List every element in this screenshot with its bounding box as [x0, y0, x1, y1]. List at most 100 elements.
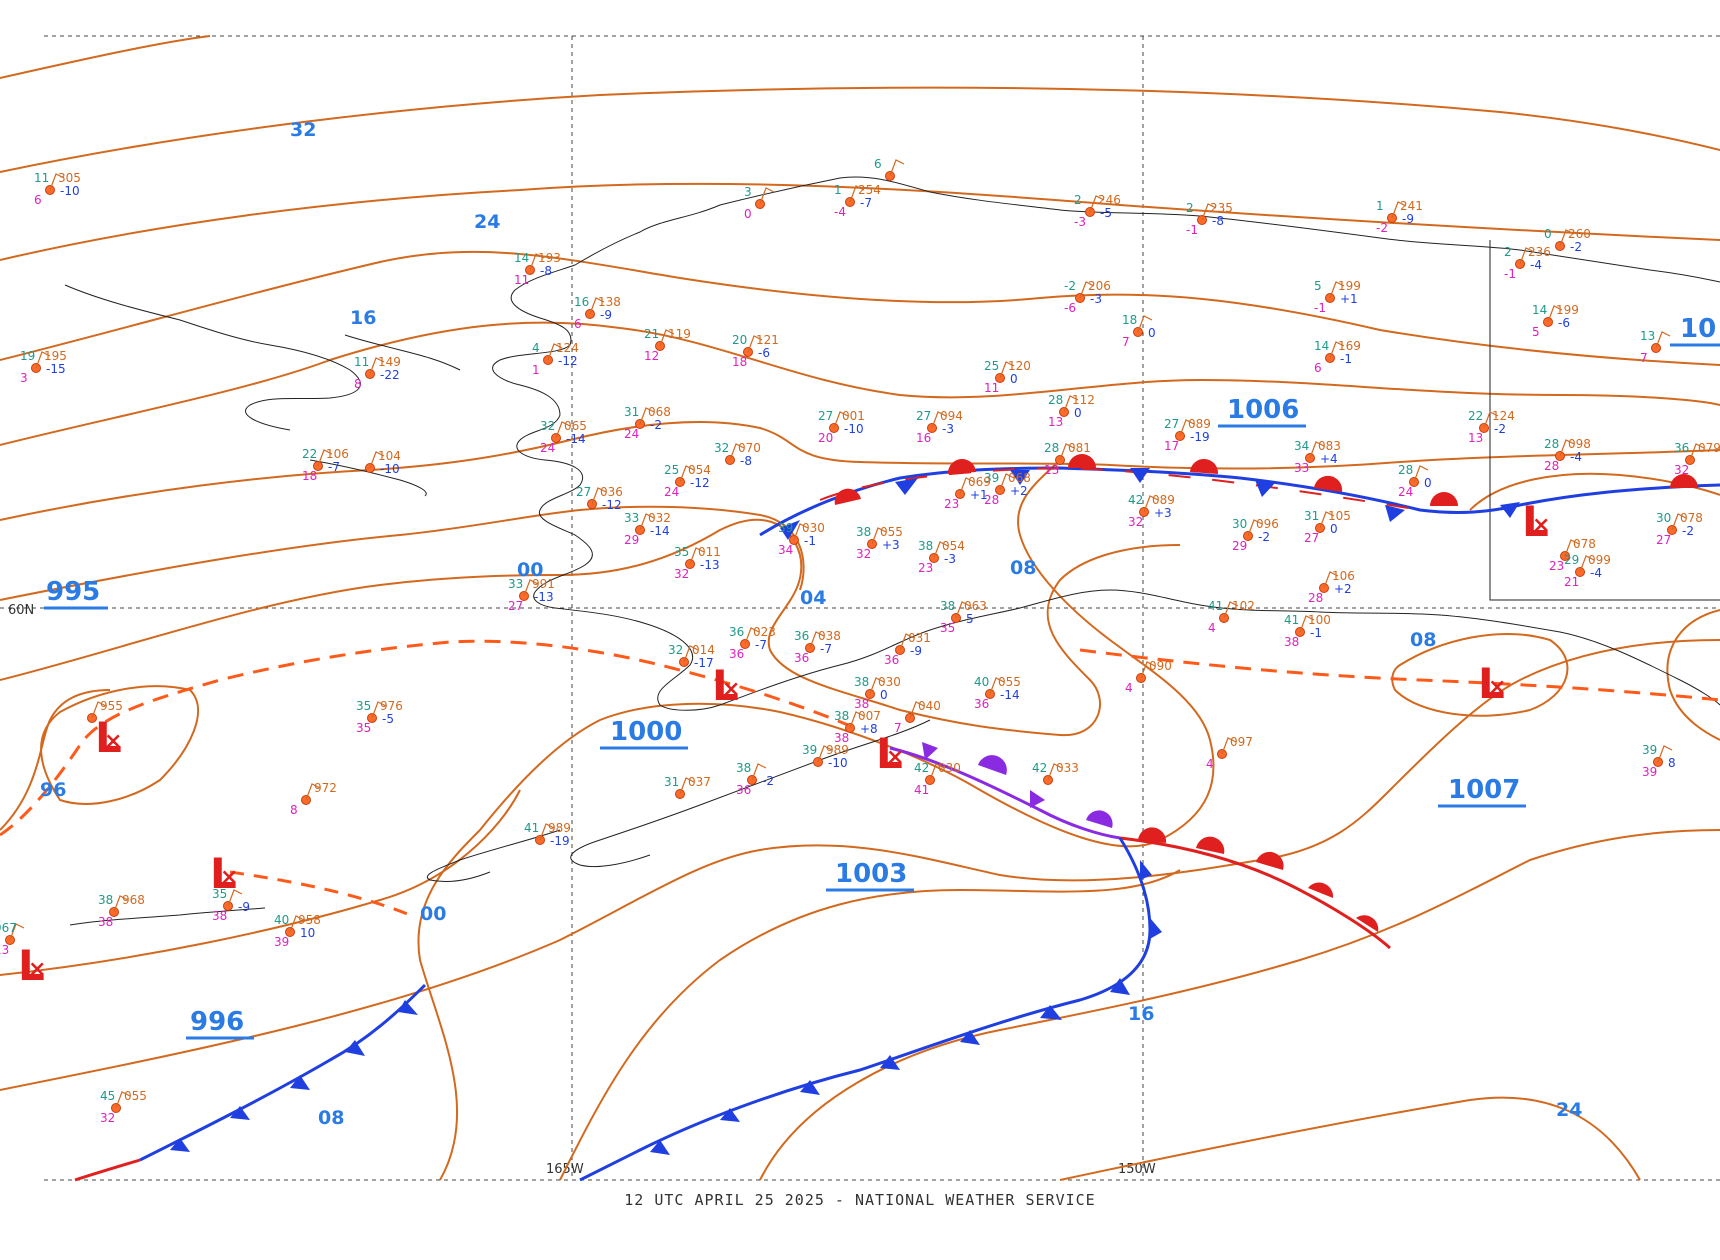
station-pressure: 014	[692, 643, 715, 657]
station-temperature: 28	[1044, 441, 1059, 455]
station-dewpoint: 4	[1125, 681, 1133, 695]
wind-barb	[35, 351, 51, 369]
station-dewpoint: 4	[1208, 621, 1216, 635]
station-plot: 967 13	[0, 921, 25, 957]
station-dewpoint: -4	[834, 205, 846, 219]
station-plot: 1 241 -2 -9	[1376, 199, 1423, 235]
station-pressure-tendency: 0	[880, 688, 888, 702]
station-plot: 40 055 36 -14	[974, 675, 1021, 711]
warm-front	[1119, 836, 1392, 950]
station-pressure: 105	[1328, 509, 1351, 523]
wind-barb	[679, 777, 695, 795]
station-plot: 29 099 21 -4	[1564, 553, 1611, 589]
wind-barb	[989, 677, 1005, 695]
wind-barb	[747, 335, 763, 353]
wind-barb	[371, 701, 387, 719]
station-plot: 30 078 27 -2	[1656, 511, 1703, 547]
occluded-front-symbols	[922, 742, 1113, 828]
station-pressure-tendency: -6	[758, 346, 770, 360]
svg-text:1000: 1000	[610, 717, 682, 747]
station-pressure: 001	[842, 409, 865, 423]
station-plot: 42 030 41	[914, 761, 961, 797]
station-pressure-tendency: -12	[558, 354, 578, 368]
low-marker: L×	[876, 729, 904, 778]
station-plot: 16 138 6 -9	[574, 295, 621, 331]
svg-text:×: ×	[1532, 513, 1550, 538]
station-dewpoint: -6	[1064, 301, 1076, 315]
wind-barb	[9, 923, 25, 941]
station-temperature: 22	[302, 447, 317, 461]
station-temperature: 27	[576, 485, 591, 499]
station-pressure-tendency: -13	[700, 558, 720, 572]
station-dewpoint: 36	[794, 651, 809, 665]
station-pressure: 106	[1332, 569, 1355, 583]
isobar-label: 32	[290, 119, 316, 141]
station-temperature: 35	[674, 545, 689, 559]
station-dewpoint: 23	[944, 497, 959, 511]
station-pressure: 007	[858, 709, 881, 723]
station-dewpoint: 29	[624, 533, 639, 547]
wind-barb	[1547, 305, 1563, 323]
station-temperature: 42	[1032, 761, 1047, 775]
station-plot: 11 305 6 -10	[34, 171, 81, 207]
station-temperature: 38	[736, 761, 751, 775]
station-pressure: 054	[688, 463, 711, 477]
wind-barb	[759, 187, 775, 205]
isobar-label: 16	[350, 307, 376, 329]
station-pressure: 068	[1008, 471, 1031, 485]
station-dewpoint: 13	[1044, 463, 1059, 477]
station-dewpoint: 6	[1314, 361, 1322, 375]
svg-text:×: ×	[104, 729, 122, 754]
isobar	[0, 518, 1181, 737]
isobar	[1666, 609, 1720, 741]
isobar-label: 00	[420, 903, 446, 925]
station-temperature: 38	[940, 599, 955, 613]
wind-barb	[959, 477, 975, 495]
station-pressure: 112	[1072, 393, 1095, 407]
station-pressure: 241	[1400, 199, 1423, 213]
wind-barb	[899, 633, 915, 651]
station-pressure: 068	[648, 405, 671, 419]
station-pressure-tendency: 0	[1074, 406, 1082, 420]
station-pressure-tendency: +3	[882, 538, 900, 552]
station-temperature: 40	[274, 913, 289, 927]
station-dewpoint: 39	[274, 935, 289, 949]
wind-barb	[849, 711, 865, 729]
station-temperature: 33	[508, 577, 523, 591]
station-plot: 35 38 -9	[212, 887, 250, 923]
wind-barb	[1179, 419, 1195, 437]
station-dewpoint: 3	[20, 371, 28, 385]
wind-barb	[744, 627, 760, 645]
wind-barb	[679, 465, 695, 483]
wind-barb	[1559, 229, 1575, 247]
station-temperature: 30	[1232, 517, 1247, 531]
station-pressure-tendency: -6	[1558, 316, 1570, 330]
station-temperature: 42	[914, 761, 929, 775]
wind-barb	[305, 783, 321, 801]
station-temperature: 6	[874, 157, 882, 171]
isobar-label: 04	[800, 587, 826, 609]
station-plot: 031 36 -9	[884, 631, 931, 667]
station-plot: 45 055 32	[100, 1089, 147, 1125]
svg-text:L: L	[210, 849, 237, 898]
svg-text:996: 996	[190, 1007, 244, 1037]
wind-barb	[889, 159, 905, 177]
station-temperature: 19	[20, 349, 35, 363]
station-pressure-tendency: -7	[755, 638, 767, 652]
station-dewpoint: 8	[290, 803, 298, 817]
station-pressure-tendency: -17	[694, 656, 714, 670]
station-plot: 35 976 35 -5	[356, 699, 403, 735]
station-temperature: 39	[778, 521, 793, 535]
station-pressure-tendency: -9	[1402, 212, 1414, 226]
station-pressure-tendency: -4	[1530, 258, 1542, 272]
station-pressure: 078	[1573, 537, 1596, 551]
station-pressure: 094	[940, 409, 963, 423]
station-temperature: 41	[1208, 599, 1223, 613]
station-pressure: 030	[878, 675, 901, 689]
isobar	[0, 250, 1720, 366]
station-dewpoint: 28	[1308, 591, 1323, 605]
station-plot: 38 968 38	[98, 893, 145, 929]
station-temperature: 42	[1128, 493, 1143, 507]
svg-text:L: L	[1522, 497, 1549, 546]
